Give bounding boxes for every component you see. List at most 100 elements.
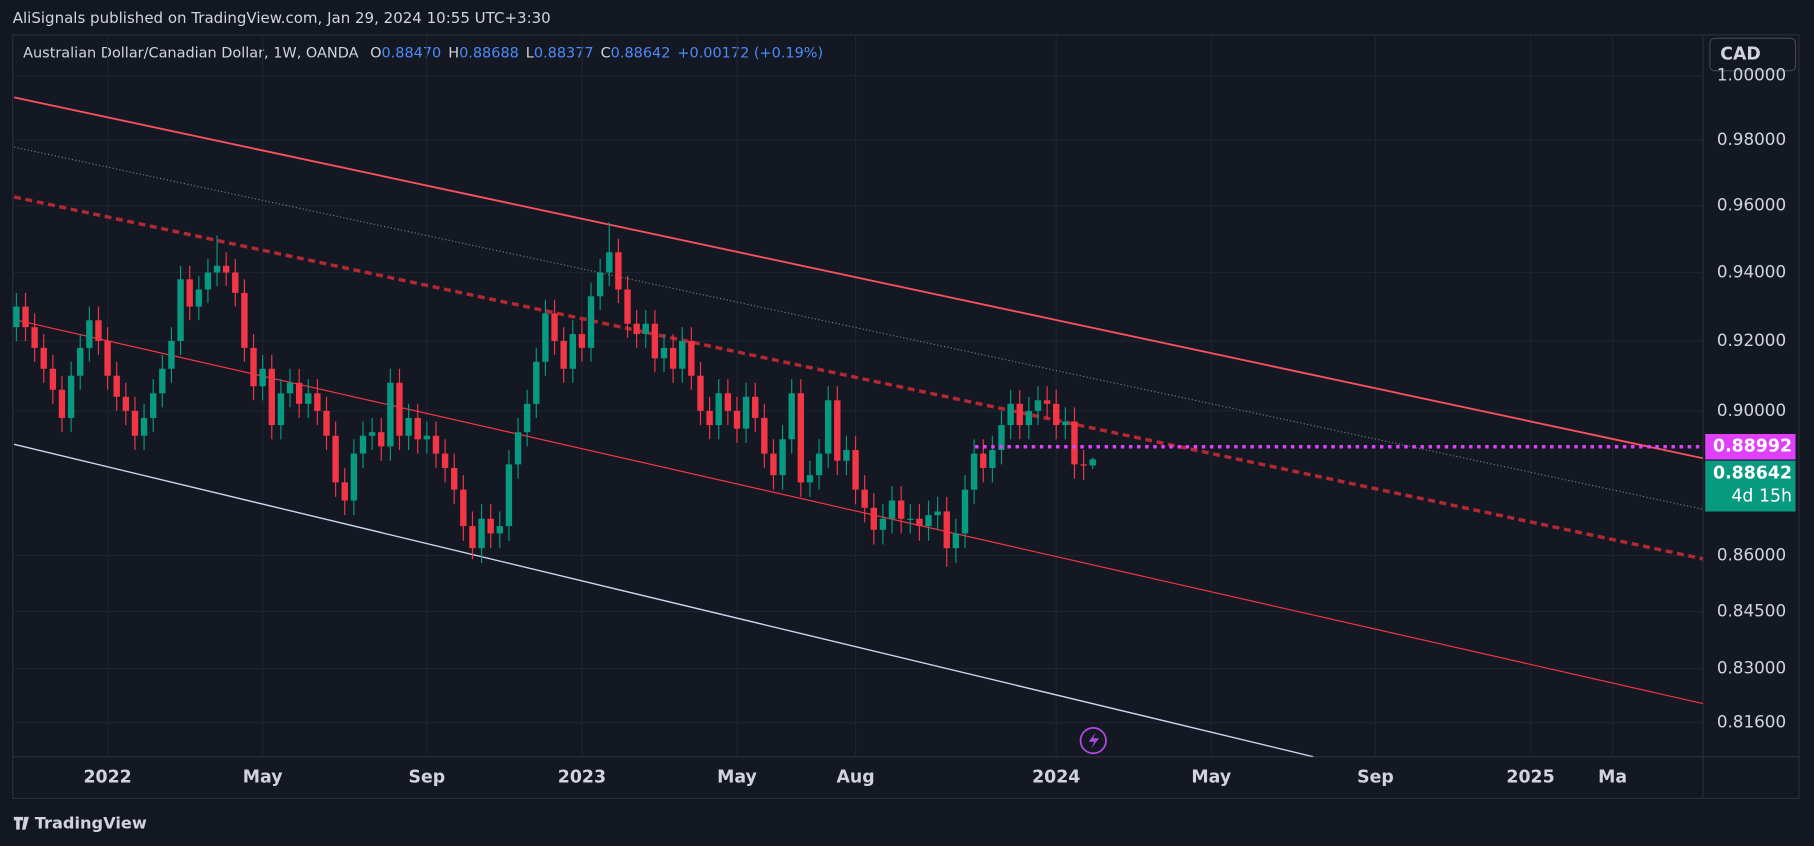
trend-line <box>13 319 1703 705</box>
candle-body <box>514 432 522 465</box>
candle-body <box>596 272 604 297</box>
candle-body <box>67 375 75 418</box>
candle-body <box>1080 464 1087 466</box>
candle-body <box>952 533 960 549</box>
candle-body <box>168 340 175 369</box>
brand-name: TradingView <box>35 813 147 832</box>
candle-body <box>423 435 431 440</box>
candle-body <box>742 396 750 429</box>
candle-body <box>1043 400 1051 404</box>
candle-body <box>770 453 777 476</box>
candle-body <box>797 393 805 483</box>
candle-body <box>542 313 549 362</box>
candle-body <box>989 450 996 468</box>
candle-body <box>970 453 978 490</box>
candle-body <box>1053 403 1060 426</box>
candle-body <box>241 292 248 348</box>
y-tick-label: 0.94000 <box>1717 262 1786 282</box>
candle-body <box>58 389 66 418</box>
candle-body <box>943 511 950 549</box>
grid <box>12 34 1703 757</box>
candle-body <box>724 393 732 411</box>
candle-body <box>286 382 294 394</box>
candle-body <box>86 320 93 348</box>
candle-body <box>277 393 285 426</box>
currency-label[interactable]: CAD <box>1720 45 1761 65</box>
candle-body <box>186 279 193 307</box>
candle-body <box>177 279 184 341</box>
change-value: +0.00172 (+0.19%) <box>677 45 823 61</box>
candle-body <box>761 417 768 454</box>
candle-body <box>469 526 476 549</box>
candle-body <box>350 453 358 501</box>
y-tick-label: 0.96000 <box>1717 195 1786 215</box>
y-tick-label: 0.92000 <box>1717 330 1786 350</box>
trend-line <box>13 195 1703 561</box>
candle-body <box>359 435 367 454</box>
candle-body <box>715 393 722 426</box>
candle-body <box>843 450 850 461</box>
candle-body <box>332 435 339 483</box>
candle-body <box>888 500 896 519</box>
candle-body <box>560 340 567 369</box>
candle-body <box>487 518 494 534</box>
candle-body <box>688 340 695 376</box>
y-tick-label: 0.84500 <box>1717 601 1786 621</box>
candle-body <box>824 400 832 454</box>
candle-body <box>40 347 47 369</box>
event-icon[interactable] <box>1079 726 1107 755</box>
candle-body <box>232 272 239 293</box>
candle-body <box>779 439 786 476</box>
ohlc-value: 0.88470 <box>381 45 441 61</box>
plot-area <box>13 96 1703 757</box>
ohlc-value: 0.88688 <box>459 45 519 61</box>
candle-body <box>980 453 987 468</box>
candle-body <box>305 393 312 404</box>
y-tick-label: 0.81600 <box>1717 712 1786 732</box>
candle-body <box>624 289 631 324</box>
x-tick-label: Sep <box>1357 768 1394 788</box>
last-price-box <box>1705 460 1796 512</box>
x-tick-label: 2022 <box>83 768 131 788</box>
candle-body <box>651 323 659 359</box>
candle-body <box>1034 400 1042 411</box>
candle-body <box>998 425 1005 451</box>
candle-body <box>1025 410 1033 426</box>
currency-button[interactable] <box>1709 37 1797 72</box>
candle-body <box>733 410 741 429</box>
candle-body <box>295 382 303 404</box>
x-tick-label: Aug <box>836 768 874 788</box>
candle-body <box>378 432 385 447</box>
x-tick-label: 2024 <box>1032 768 1080 788</box>
candle-body <box>615 252 622 290</box>
ohlc-key: H <box>448 45 459 61</box>
y-tick-label: 0.86000 <box>1717 545 1786 565</box>
candle-body <box>961 489 969 534</box>
ohlc-value: 0.88377 <box>534 45 594 61</box>
legend-text: Australian Dollar/Canadian Dollar, 1W, O… <box>23 45 823 61</box>
x-tick-label: May <box>243 768 283 788</box>
candle-body <box>341 482 348 501</box>
candle-body <box>323 410 330 436</box>
candle-body <box>414 417 421 440</box>
candle-body <box>788 393 795 440</box>
candle-body <box>140 417 148 436</box>
candle-body <box>587 296 595 348</box>
candle-body <box>1016 403 1023 426</box>
countdown-label: 4d 15h <box>1731 486 1792 506</box>
candle-body <box>916 518 923 527</box>
x-tick-label: Ma <box>1598 768 1627 788</box>
candle-body <box>642 323 649 335</box>
candle-body <box>150 393 157 418</box>
candle-body <box>815 453 823 476</box>
candle-body <box>679 340 686 369</box>
trend-line <box>13 443 1314 757</box>
candle-body <box>478 518 485 549</box>
candle-body <box>606 252 613 273</box>
ohlc-value: 0.88642 <box>611 45 671 61</box>
candle-body <box>697 375 704 411</box>
y-tick-label: 0.98000 <box>1717 129 1786 149</box>
candle-body <box>925 515 932 527</box>
last-price-label: 0.88642 <box>1713 463 1792 483</box>
symbol-name: Australian Dollar/Canadian Dollar, 1W, O… <box>23 45 358 61</box>
